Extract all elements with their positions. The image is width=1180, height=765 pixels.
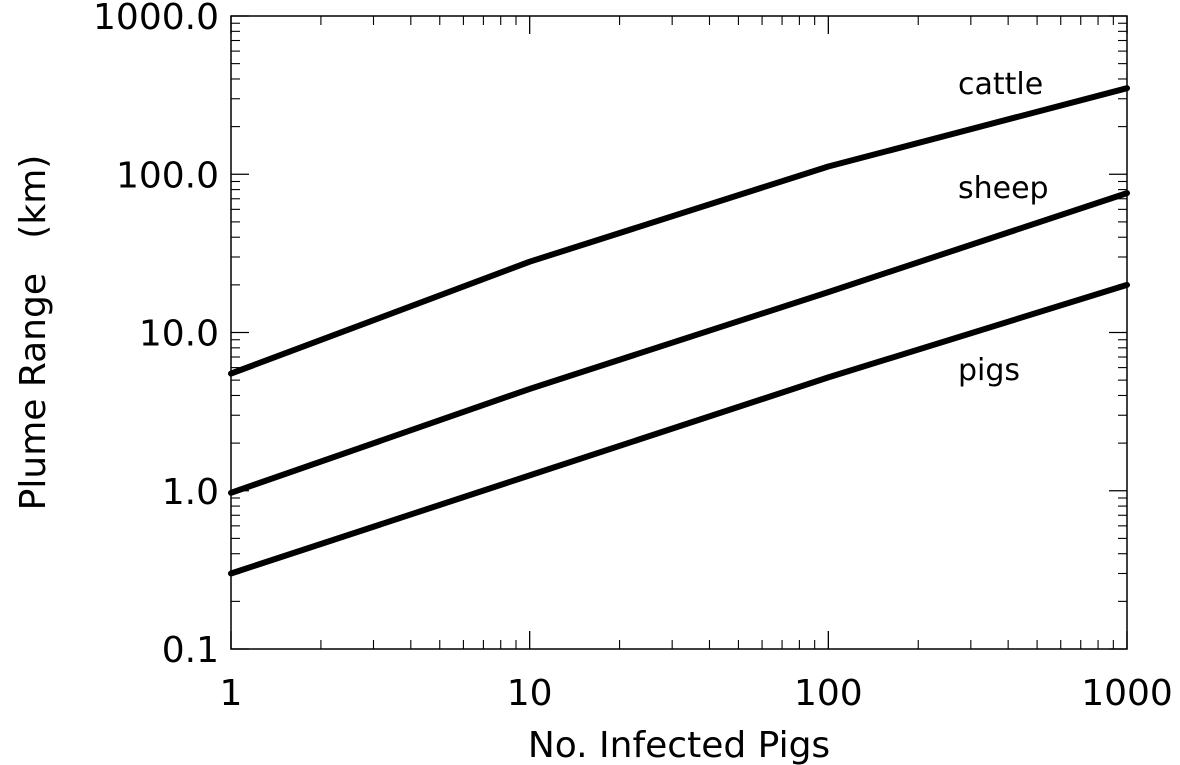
x-tick-label: 100	[794, 673, 863, 714]
series-lines	[228, 85, 1130, 577]
y-axis-title: Plume Range (km)	[13, 155, 54, 511]
x-tick-label: 10	[507, 673, 553, 714]
series-line-cattle	[228, 85, 1130, 377]
series-line-sheep	[228, 190, 1130, 496]
x-axis-title: No. Infected Pigs	[528, 725, 830, 765]
plot-area-frame	[230, 15, 1128, 650]
series-label-cattle: cattle	[958, 67, 1043, 102]
minor-ticks	[231, 16, 1127, 649]
y-tick-label: 0.1	[162, 630, 219, 671]
series-label-sheep: sheep	[958, 171, 1049, 206]
y-tick-label: 1000.0	[93, 0, 219, 38]
series-labels: cattle sheep pigs	[958, 67, 1049, 388]
x-tick-label: 1	[220, 673, 243, 714]
major-ticks	[230, 15, 1128, 650]
series-label-pigs: pigs	[958, 353, 1020, 388]
x-tick-label: 1000	[1081, 673, 1173, 714]
y-tick-label: 1.0	[162, 472, 219, 513]
series-line-pigs	[228, 281, 1130, 577]
y-tick-label: 100.0	[116, 155, 219, 196]
tick-labels: 1 10 100 1000 0.1 1.0 10.0 100.0 1000.0	[93, 0, 1173, 714]
y-tick-label: 10.0	[139, 314, 219, 355]
